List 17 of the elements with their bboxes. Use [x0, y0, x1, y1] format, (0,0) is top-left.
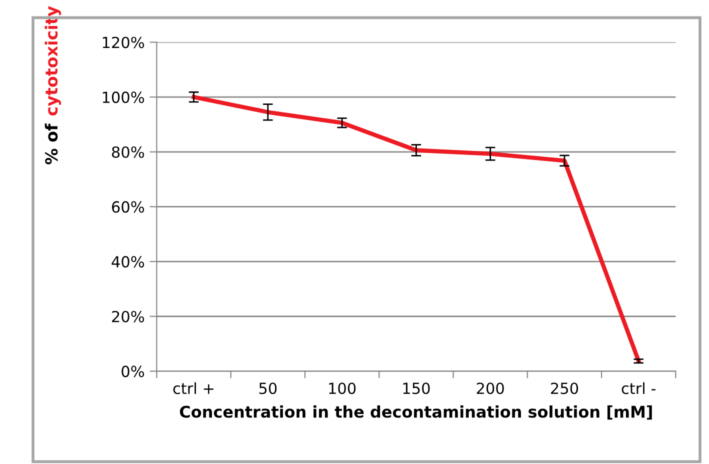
x-tick-label: 200: [476, 382, 504, 394]
y-tick-label: 100%: [102, 92, 144, 104]
x-tick-label: ctrl +: [173, 382, 214, 394]
x-tick-label: 150: [403, 382, 430, 394]
x-tick-label: ctrl -: [622, 382, 656, 394]
line-series: [192, 94, 641, 364]
y-tick-label: 60%: [112, 201, 144, 213]
x-tick-label: 100: [329, 382, 356, 394]
x-tick-label: 250: [551, 382, 578, 394]
y-tick-label: 0%: [122, 366, 144, 378]
y-tick-label: 80%: [112, 146, 144, 158]
x-axis-title: Concentration in the decontamination solution [mM]: [180, 405, 652, 420]
y-tick-label: 20%: [112, 310, 144, 322]
y-tick-label: 40%: [112, 256, 144, 268]
y-axis-title: % of cytotoxicity: [44, 6, 62, 164]
y-tick-label: 120%: [102, 36, 144, 48]
x-tick-label: 50: [259, 382, 277, 394]
